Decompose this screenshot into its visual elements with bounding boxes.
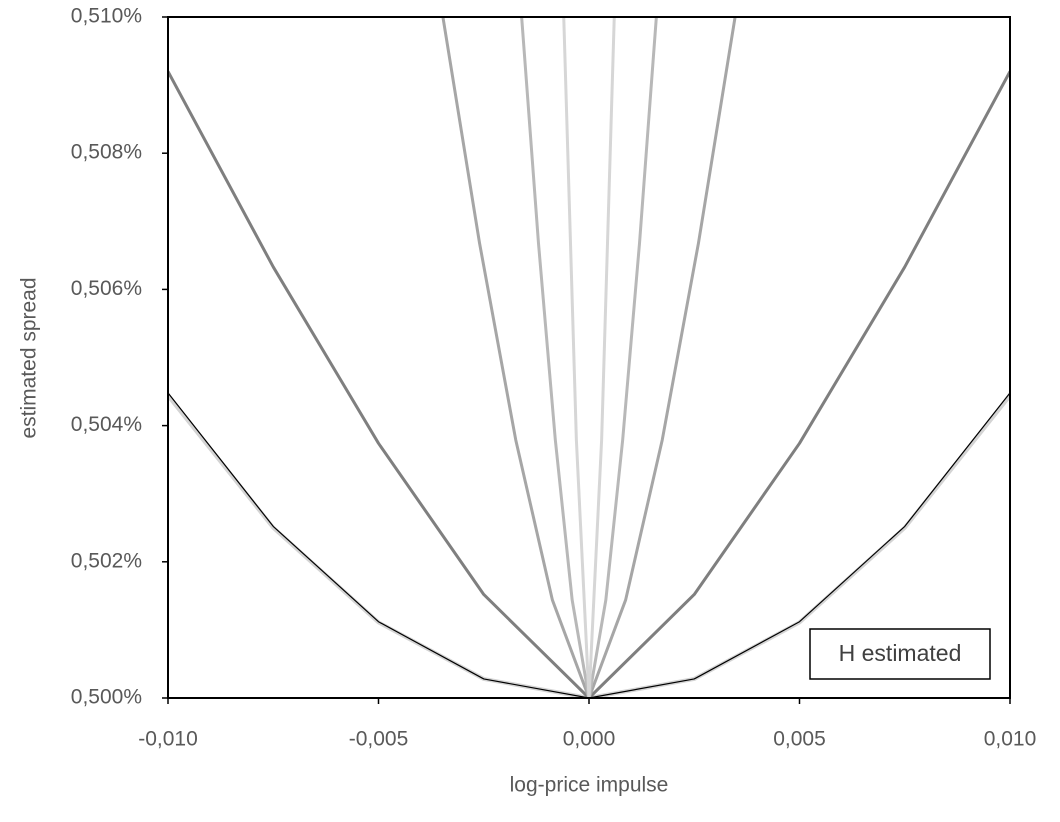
series-line (562, 17, 616, 698)
y-tick-label: 0,500% (71, 686, 142, 709)
y-tick-label: 0,502% (71, 549, 142, 572)
series-line (441, 17, 737, 698)
series-line (168, 70, 1010, 698)
x-tick-label: 0,010 (984, 728, 1037, 751)
x-tick-label: 0,005 (773, 728, 826, 751)
series-line (168, 394, 1010, 698)
annotation-box (809, 628, 991, 680)
plot-lines (168, 17, 1010, 698)
y-tick-label: 0,510% (71, 5, 142, 28)
x-axis-title: log-price impulse (510, 774, 669, 797)
y-axis-title: estimated spread (18, 277, 41, 438)
y-tick-label: 0,508% (71, 141, 142, 164)
annotation: H estimated (839, 640, 962, 666)
x-tick-label: 0,000 (563, 728, 616, 751)
x-tick-label: -0,010 (138, 728, 198, 751)
x-tick-label: -0,005 (349, 728, 409, 751)
series-line (520, 17, 658, 698)
y-tick-label: 0,506% (71, 277, 142, 300)
series-line (168, 392, 1010, 698)
y-tick-label: 0,504% (71, 413, 142, 436)
plot-frame (167, 16, 1011, 699)
